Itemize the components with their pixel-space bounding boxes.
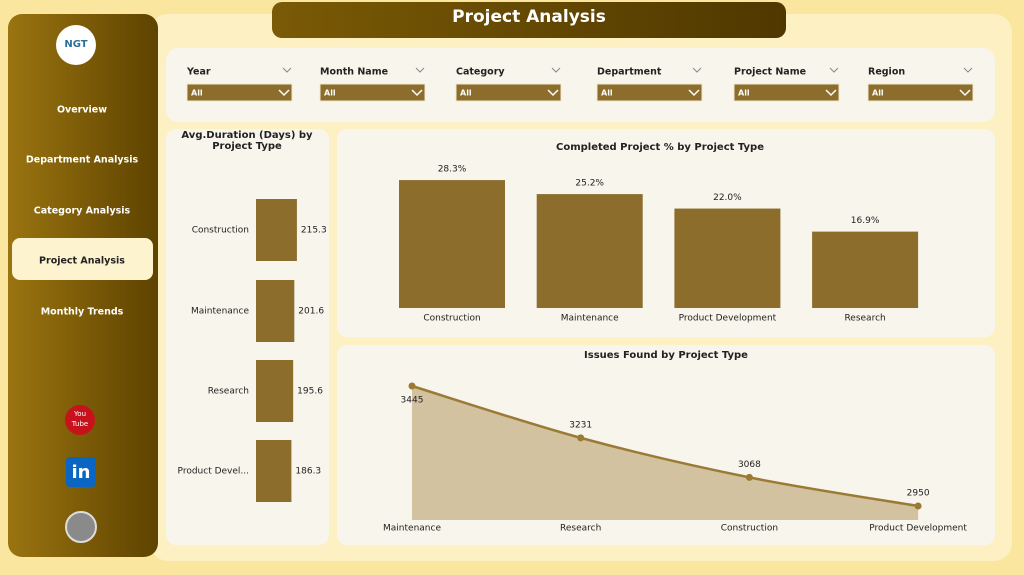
x-tick-label: Product Development xyxy=(869,524,967,534)
nav-item[interactable]: Overview xyxy=(57,105,107,116)
x-tick-label: Research xyxy=(844,314,885,324)
point xyxy=(745,473,753,481)
x-tick-label: Construction xyxy=(721,524,778,534)
nav-item[interactable]: Department Analysis xyxy=(26,155,139,166)
filter-dropdown[interactable] xyxy=(596,83,703,102)
y-tick-label: Product Devel... xyxy=(178,467,249,477)
nav-item[interactable]: Project Analysis xyxy=(39,256,125,267)
chevron xyxy=(829,67,839,73)
nav-item[interactable]: Category Analysis xyxy=(34,206,131,217)
x-tick-label: Research xyxy=(560,524,601,534)
web-icon[interactable] xyxy=(65,511,97,543)
y-tick-label: Maintenance xyxy=(191,307,249,317)
data-label: 2950 xyxy=(907,489,930,499)
nav-item[interactable]: Monthly Trends xyxy=(41,307,124,318)
bar xyxy=(256,360,294,422)
filter-label: Month Name xyxy=(320,67,388,78)
chevron xyxy=(825,89,837,97)
x-tick-label: Construction xyxy=(423,314,480,324)
filter-dropdown[interactable] xyxy=(319,83,426,102)
youtube-icon[interactable] xyxy=(65,405,95,435)
data-label: 28.3% xyxy=(438,165,467,175)
chevron xyxy=(547,89,559,97)
y-tick-label: Construction xyxy=(192,226,249,236)
filter-card xyxy=(166,48,995,122)
chart-title: Completed Project % by Project Type xyxy=(556,142,764,153)
y-tick-label: Research xyxy=(208,387,249,397)
bar xyxy=(812,231,919,308)
filter-label: Department xyxy=(597,67,662,78)
filter-value: All xyxy=(460,89,472,98)
filter-label: Region xyxy=(868,67,905,78)
chevron xyxy=(692,67,702,73)
bar xyxy=(256,440,292,502)
sidebar xyxy=(8,14,158,557)
linkedin-text: in xyxy=(72,462,91,483)
x-tick-label: Maintenance xyxy=(561,314,619,324)
data-label: 215.3 xyxy=(301,226,327,236)
chart-title: Issues Found by Project Type xyxy=(584,350,748,361)
data-label: 201.6 xyxy=(298,307,324,317)
chevron xyxy=(688,89,700,97)
bar xyxy=(674,208,781,308)
chevron xyxy=(278,89,290,97)
nav-active xyxy=(12,238,153,280)
header-tab xyxy=(272,2,786,38)
bar xyxy=(399,180,505,308)
filter-label: Category xyxy=(456,67,505,78)
page-title: Project Analysis xyxy=(452,7,606,27)
data-label: 3068 xyxy=(738,460,761,470)
chart-title: Avg.Duration (Days) by Project Type xyxy=(181,130,313,152)
bar xyxy=(536,194,643,308)
chart-title-box: Avg.Duration (Days) by Project Type xyxy=(181,130,313,152)
filter-dropdown[interactable] xyxy=(867,83,974,102)
chevron xyxy=(551,67,561,73)
bar xyxy=(256,199,297,261)
filter-label: Project Name xyxy=(734,67,806,78)
point xyxy=(577,434,585,442)
youtube-text: Tube xyxy=(71,420,88,428)
data-label: 22.0% xyxy=(713,193,742,203)
x-tick-label: Maintenance xyxy=(383,524,441,534)
filter-value: All xyxy=(738,89,750,98)
data-label: 186.3 xyxy=(295,467,321,477)
chevron xyxy=(415,67,425,73)
filter-dropdown[interactable] xyxy=(186,83,293,102)
point xyxy=(408,382,416,390)
youtube-text: You xyxy=(73,410,86,418)
point xyxy=(914,502,922,510)
filter-dropdown[interactable] xyxy=(455,83,562,102)
chevron xyxy=(963,67,973,73)
linkedin-icon[interactable] xyxy=(66,457,96,487)
filter-value: All xyxy=(872,89,884,98)
data-label: 195.6 xyxy=(297,387,323,397)
filter-value: All xyxy=(191,89,203,98)
line xyxy=(411,384,919,508)
logo xyxy=(56,25,96,65)
filter-value: All xyxy=(324,89,336,98)
bar xyxy=(256,280,295,342)
filter-dropdown[interactable] xyxy=(733,83,840,102)
data-label: 25.2% xyxy=(575,179,604,189)
data-label: 3231 xyxy=(569,420,592,430)
data-label: 16.9% xyxy=(851,216,880,226)
chevron xyxy=(959,89,971,97)
filter-value: All xyxy=(601,89,613,98)
filter-label: Year xyxy=(186,67,211,78)
chevron xyxy=(282,67,292,73)
x-tick-label: Product Development xyxy=(679,314,777,324)
card xyxy=(166,129,329,545)
chevron xyxy=(411,89,423,97)
data-label: 3445 xyxy=(401,396,424,406)
logo-text: NGT xyxy=(64,39,87,50)
